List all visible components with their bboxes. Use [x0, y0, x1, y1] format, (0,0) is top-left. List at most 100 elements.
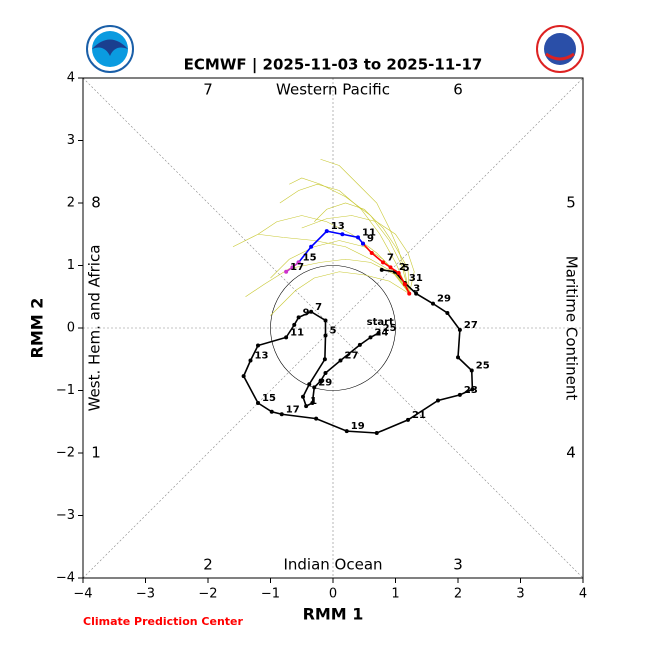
point — [344, 429, 349, 434]
point — [357, 342, 362, 347]
phase-label: 8 — [91, 194, 101, 212]
chart-title: ECMWF | 2025-11-03 to 2025-11-17 — [184, 56, 483, 75]
phase-label: 2 — [203, 556, 213, 574]
ensemble-member — [270, 240, 410, 294]
ensemble-member — [245, 258, 410, 297]
x-axis-label: RMM 1 — [303, 605, 364, 624]
point — [290, 265, 295, 270]
point — [296, 315, 301, 320]
point — [309, 244, 314, 249]
point — [374, 431, 379, 435]
phase-label: 5 — [566, 194, 576, 212]
x-tick-label: −2 — [198, 587, 217, 602]
point — [406, 417, 410, 422]
y-tick-label: −4 — [56, 571, 75, 586]
point — [356, 235, 360, 240]
point-label: 31 — [409, 273, 423, 284]
point-label: 29 — [437, 294, 451, 305]
credit: Climate Prediction Center — [83, 615, 243, 628]
point — [340, 232, 345, 237]
x-tick-label: 4 — [579, 587, 587, 602]
point — [323, 371, 328, 375]
point — [323, 333, 328, 338]
y-tick-label: −1 — [56, 383, 75, 398]
point — [431, 301, 435, 306]
point — [369, 251, 374, 255]
point — [445, 311, 450, 315]
ensemble-member — [289, 177, 410, 294]
point-label: 25 — [476, 361, 490, 372]
point — [296, 260, 301, 265]
point — [318, 379, 323, 384]
nws-logo — [536, 25, 584, 73]
y-tick-label: −3 — [56, 508, 75, 523]
trajectory — [242, 269, 474, 434]
point-label: 29 — [318, 377, 332, 388]
y-tick-label: 2 — [67, 196, 75, 211]
y-tick-label: 4 — [67, 71, 75, 86]
phase-label: 4 — [566, 444, 576, 462]
point — [314, 416, 319, 421]
ensemble-member — [232, 233, 410, 294]
point — [361, 241, 365, 246]
point — [323, 318, 328, 323]
point — [388, 265, 393, 270]
point-label: 19 — [351, 421, 365, 432]
point — [456, 355, 460, 360]
point — [381, 260, 385, 265]
point — [301, 394, 305, 399]
point — [457, 392, 462, 397]
point-label: 5 — [403, 263, 410, 274]
y-axis-label: RMM 2 — [28, 298, 47, 359]
point-label: 17 — [290, 262, 304, 273]
x-tick-label: −3 — [136, 587, 155, 602]
point — [396, 271, 401, 275]
point — [322, 357, 327, 362]
point-label: 9 — [367, 234, 374, 245]
point — [279, 412, 284, 417]
point-label: 5 — [330, 326, 337, 337]
point-label: 9 — [303, 307, 310, 318]
point — [292, 322, 297, 327]
point — [284, 335, 289, 340]
point — [338, 358, 343, 363]
point — [304, 404, 309, 409]
noaa-logo — [86, 25, 134, 73]
point — [376, 331, 381, 335]
y-tick-label: −2 — [56, 446, 75, 461]
point — [307, 382, 312, 387]
x-tick-label: −4 — [73, 587, 92, 602]
point-label: 25 — [383, 323, 397, 334]
point — [402, 282, 407, 287]
x-tick-label: 3 — [516, 587, 524, 602]
point — [309, 309, 314, 314]
phase-label: 7 — [203, 81, 213, 99]
region-label: West. Hem. and Africa — [86, 245, 104, 412]
point-label: 3 — [413, 284, 420, 295]
point-label: 11 — [362, 227, 376, 238]
point — [269, 409, 274, 414]
plot-frame — [82, 77, 584, 579]
point — [284, 269, 289, 274]
point-label: 27 — [345, 351, 359, 362]
phase-label: 6 — [453, 81, 463, 99]
point — [241, 374, 246, 379]
y-tick-label: 0 — [67, 321, 75, 336]
point-label: 13 — [331, 221, 345, 232]
point-label: 24 — [375, 327, 389, 338]
point-label: 1 — [310, 396, 317, 407]
point-label: 13 — [255, 351, 269, 362]
x-tick-label: 1 — [391, 587, 399, 602]
point — [469, 368, 474, 373]
region-label: Maritime Continent — [563, 256, 581, 401]
ensemble-member — [301, 215, 415, 294]
y-tick-label: 1 — [67, 258, 75, 273]
unit-circle — [270, 265, 396, 391]
point-label: 7 — [315, 302, 322, 313]
start-label: start — [367, 317, 394, 328]
x-tick-label: 2 — [454, 587, 462, 602]
ensemble-member — [270, 271, 410, 316]
phase-label: 3 — [453, 556, 463, 574]
ensemble-member — [320, 158, 410, 294]
